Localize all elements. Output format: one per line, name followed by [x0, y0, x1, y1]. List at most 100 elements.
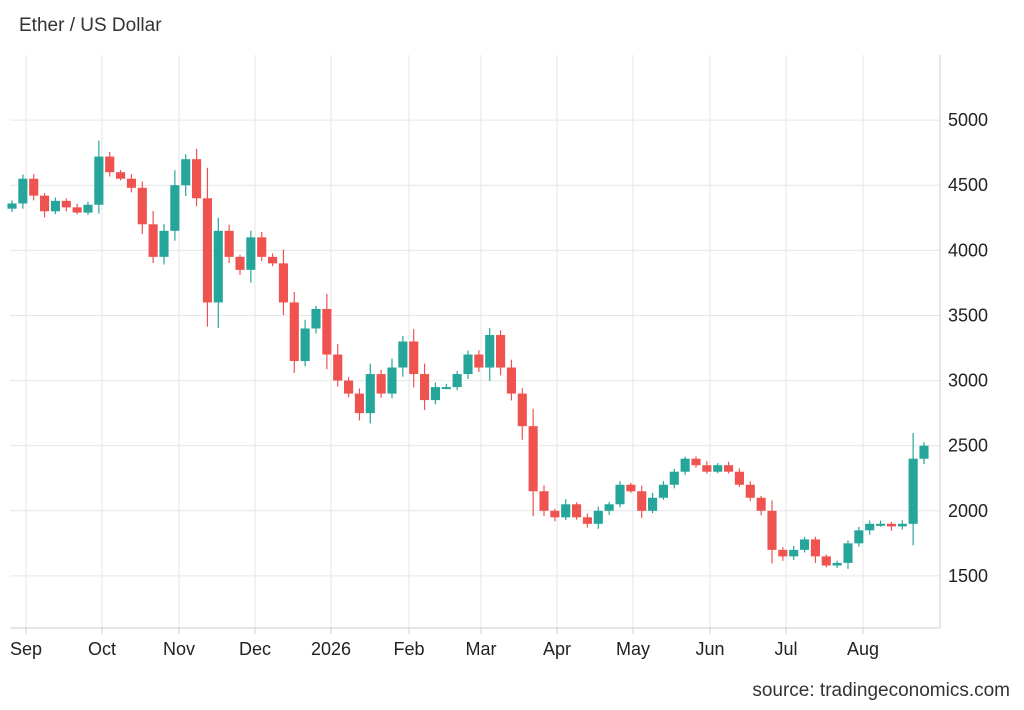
y-tick-label: 3500	[948, 305, 988, 325]
candle-body	[376, 374, 386, 394]
y-tick-label: 2500	[948, 436, 988, 456]
x-tick-label: 2026	[311, 639, 351, 659]
candle-body	[680, 458, 690, 472]
y-tick-label: 4500	[948, 175, 988, 195]
candle-body	[908, 458, 918, 524]
candle-body	[50, 200, 60, 212]
candle-body	[387, 367, 397, 394]
y-tick-label: 5000	[948, 110, 988, 130]
candle-body	[105, 156, 115, 173]
candle-body	[181, 159, 191, 186]
candle-body	[474, 354, 484, 368]
candle-body	[865, 523, 875, 531]
chart-source: source: tradingeconomics.com	[752, 680, 1010, 701]
candle-body	[648, 497, 658, 511]
candle-body	[582, 517, 592, 524]
candle-body	[767, 510, 777, 550]
candle-body	[18, 178, 28, 204]
x-tick-label: Apr	[543, 639, 571, 659]
candle-body	[354, 393, 364, 414]
x-tick-label: Jun	[695, 639, 724, 659]
candle-body	[202, 198, 212, 303]
candle-body	[615, 484, 625, 505]
candle-body	[886, 523, 896, 527]
candle-body	[496, 334, 506, 368]
y-tick-label: 2000	[948, 501, 988, 521]
candle-body	[83, 204, 93, 213]
axis-layer: Sep Oct Nov Dec 2026 Feb Mar Apr May Jun Jul Aug 150…	[10, 55, 988, 659]
candle-body	[116, 172, 126, 179]
x-tick-label: Nov	[163, 639, 195, 659]
candle-body	[658, 484, 668, 498]
candle-body	[137, 187, 147, 225]
candle-body	[430, 387, 440, 401]
candle-body	[246, 237, 256, 270]
candle-body	[224, 230, 234, 257]
candle-body	[61, 200, 71, 208]
y-tick-label: 1500	[948, 566, 988, 586]
candle-body	[669, 471, 679, 485]
candle-body	[789, 549, 799, 557]
candle-body	[398, 341, 408, 368]
x-tick-label: Jul	[774, 639, 797, 659]
candle-body	[452, 374, 462, 388]
candle-body	[778, 549, 788, 557]
candle-body	[344, 380, 354, 394]
candle-body	[626, 484, 636, 492]
candle-body	[593, 510, 603, 524]
candle-body	[300, 328, 310, 362]
candle-body	[409, 341, 419, 375]
x-tick-label: Oct	[88, 639, 116, 659]
candle-body	[72, 207, 82, 213]
candle-body	[919, 445, 929, 459]
x-tick-label: May	[616, 639, 650, 659]
candle-body	[213, 230, 223, 303]
y-tick-label: 4000	[948, 240, 988, 260]
candle-body	[713, 465, 723, 472]
candle-body	[854, 530, 864, 544]
candle-body	[420, 374, 430, 401]
candle-body	[550, 510, 560, 518]
candle-body	[734, 471, 744, 485]
candle-body	[810, 539, 820, 557]
candle-body	[897, 523, 907, 527]
candle-layer	[7, 140, 929, 569]
candle-body	[800, 539, 810, 550]
x-tick-label: Mar	[466, 639, 497, 659]
candle-body	[94, 156, 104, 205]
candle-body	[572, 504, 582, 518]
candle-body	[539, 491, 549, 511]
candle-body	[528, 426, 538, 492]
candle-body	[832, 562, 842, 566]
x-tick-label: Dec	[239, 639, 271, 659]
candle-body	[192, 159, 202, 199]
candle-body	[7, 203, 17, 209]
candle-body	[322, 308, 332, 355]
candle-body	[40, 195, 50, 212]
candle-body	[561, 504, 571, 518]
candle-body	[333, 354, 343, 381]
candle-body	[257, 237, 267, 257]
candle-body	[126, 178, 136, 188]
chart-title: Ether / US Dollar	[19, 15, 162, 36]
candle-body	[745, 484, 755, 498]
candle-body	[604, 504, 614, 511]
candle-body	[517, 393, 527, 427]
candle-body	[506, 367, 516, 394]
candle-body	[702, 465, 712, 472]
candle-body	[289, 302, 299, 362]
candle-body	[159, 230, 169, 257]
candle-body	[637, 491, 647, 511]
candle-body	[268, 256, 278, 264]
candle-body	[485, 334, 495, 368]
candle-body	[821, 556, 831, 566]
candle-body	[463, 354, 473, 375]
candle-body	[148, 224, 158, 257]
candle-body	[691, 458, 701, 466]
candle-body	[278, 263, 288, 303]
x-tick-label: Feb	[393, 639, 424, 659]
candle-body	[365, 374, 375, 414]
candle-body	[170, 185, 180, 231]
